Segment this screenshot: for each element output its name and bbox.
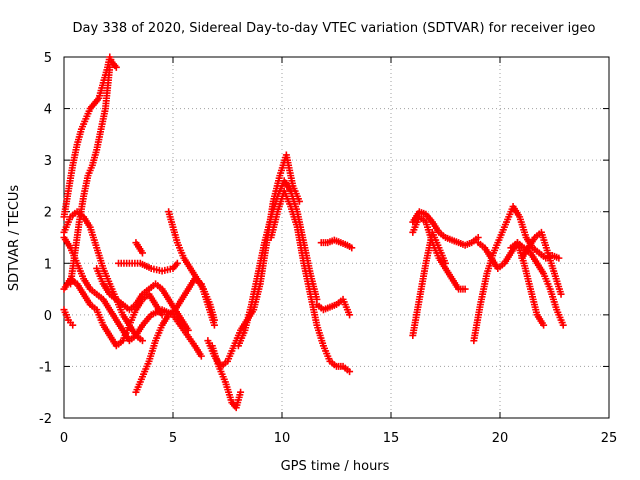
- data-point: [346, 311, 354, 319]
- series-trace-d: [60, 234, 205, 360]
- data-point: [138, 249, 146, 257]
- data-series: [60, 53, 567, 412]
- y-tick-label: -1: [39, 360, 52, 375]
- data-point: [112, 63, 120, 71]
- series-trace-f: [60, 306, 77, 329]
- data-point: [555, 254, 563, 262]
- series-trace-m: [208, 342, 245, 412]
- y-tick-label: 2: [44, 206, 52, 221]
- x-tick-label: 20: [492, 431, 509, 446]
- data-point: [346, 368, 354, 376]
- data-point: [557, 290, 565, 298]
- series-trace-g: [93, 264, 192, 334]
- series-trace-p: [313, 295, 354, 319]
- x-tick-label: 10: [274, 431, 291, 446]
- x-tick-label: 5: [169, 431, 177, 446]
- data-point: [210, 316, 218, 324]
- x-axis-label: GPS time / hours: [281, 459, 390, 474]
- series-trace-n: [234, 177, 321, 350]
- data-point: [461, 285, 469, 293]
- y-axis-label: SDTVAR / TECUs: [7, 185, 22, 292]
- data-point: [106, 63, 114, 71]
- series-trace-o: [267, 187, 354, 376]
- data-point: [69, 321, 77, 329]
- y-tick-label: 1: [44, 257, 52, 272]
- y-tick-label: 4: [44, 103, 52, 118]
- series-trace-q: [317, 236, 356, 252]
- series-trace-x: [518, 228, 565, 298]
- chart-title: Day 338 of 2020, Sidereal Day-to-day VTE…: [73, 21, 596, 36]
- data-point: [197, 352, 205, 360]
- data-point: [559, 321, 567, 329]
- data-point: [348, 244, 356, 252]
- data-point: [173, 259, 181, 267]
- data-point: [540, 321, 548, 329]
- data-point: [138, 337, 146, 345]
- series-trace-u: [470, 203, 563, 345]
- series-trace-k: [165, 208, 218, 324]
- x-tick-label: 0: [60, 431, 68, 446]
- data-point: [442, 259, 449, 267]
- series-trace-s: [409, 213, 469, 293]
- data-point: [158, 311, 166, 319]
- y-tick-label: 5: [44, 51, 52, 66]
- series-trace-w: [507, 239, 567, 329]
- series-trace-t: [409, 228, 449, 339]
- series-trace-j: [132, 239, 146, 257]
- series-trace-r: [409, 208, 482, 249]
- data-point: [237, 388, 245, 396]
- series-trace-a: [60, 53, 120, 221]
- y-tick-label: 3: [44, 154, 52, 169]
- axis-ticks: 0 5 10 15 20 25 -2 -1 0 1 2 3 4 5: [39, 51, 617, 446]
- series-trace-v: [474, 239, 548, 329]
- series-trace-h: [115, 259, 181, 275]
- x-tick-label: 15: [383, 431, 400, 446]
- data-point: [184, 326, 192, 334]
- y-tick-label: 0: [44, 309, 52, 324]
- x-tick-label: 25: [601, 431, 618, 446]
- y-tick-label: -2: [39, 412, 52, 427]
- series-trace-e: [60, 275, 166, 350]
